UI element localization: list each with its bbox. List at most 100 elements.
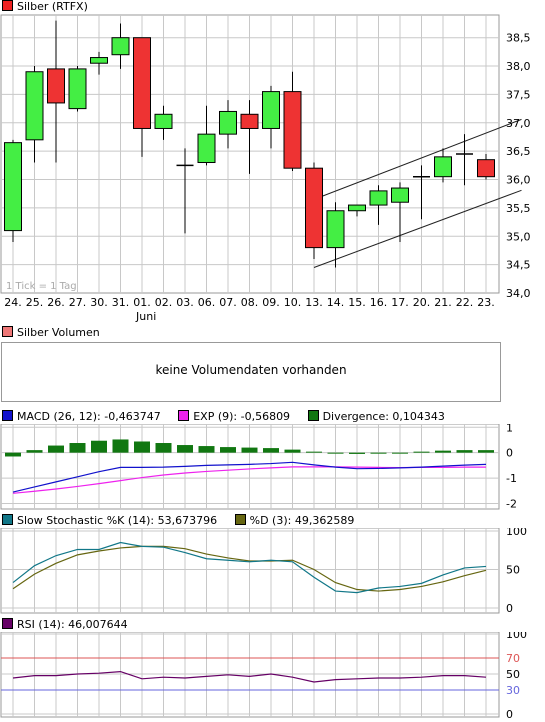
price-ytick-label: 34,5 [506,259,531,272]
trend-channel-upper [313,118,522,200]
rsi-swatch [2,618,13,629]
candle [369,185,388,225]
divergence-bar [284,449,301,453]
macd-line [12,461,487,493]
candle [348,204,366,217]
candle-body [240,113,259,129]
macd-legend: MACD (26, 12): -0,463747 EXP (9): -0,568… [2,410,459,424]
candle [4,139,22,242]
candle [240,100,259,174]
rsi-legend: RSI (14): 46,007644 [2,618,142,632]
divergence-bar [69,443,86,453]
candle-body [154,113,173,129]
candle [90,51,108,75]
price-ytick-label: 36,5 [506,145,531,158]
candle-body [111,37,130,56]
candle-body [305,167,323,249]
price-xtick-label: 10. [284,296,302,309]
candle-body [90,57,108,64]
price-xtick-label: 16. [370,296,388,309]
divergence-legend-item: Divergence: 0,104343 [307,410,445,424]
stoch-chart: 100 50 0 [0,528,527,614]
price-title: Silber (RTFX) [17,0,88,13]
macd-label: MACD (26, 12): -0,463747 [17,410,161,423]
candle [262,85,280,149]
price-xtick-label: 30. [90,296,108,309]
candle-body [434,156,452,178]
candle [47,20,65,163]
divergence-bar [241,447,258,453]
candle [283,71,302,172]
panel-ytick-label: 30 [506,684,520,697]
candle [111,23,130,69]
price-ytick-label: 36,0 [506,174,531,187]
divergence-bar [112,439,129,453]
volume-title: Silber Volumen [17,326,100,339]
stoch-k-legend-item: Slow Stochastic %K (14): 53,673796 [2,514,217,528]
divergence-bar [478,450,494,453]
rsi-chart: 100 70 50 30 0 [0,632,527,721]
divergence-bar [134,441,150,453]
price-xtick-label: 22. [456,296,474,309]
stoch-d-line [12,545,487,592]
divergence-label: Divergence: 0,104343 [322,410,445,423]
stoch-d-label: %D (3): 49,362589 [249,514,355,527]
candle-body [326,210,345,249]
exp-legend-item: EXP (9): -0,56809 [178,410,290,424]
price-xtick-label: 31. [112,296,130,309]
price-xtick-label: 02. [155,296,173,309]
panel-ytick-label: 50 [506,668,520,681]
price-xtick-label: 01. [133,296,151,309]
divergence-bar [456,450,473,453]
rsi-label: RSI (14): 46,007644 [17,618,128,631]
candle [197,105,216,166]
stoch-k-label: Slow Stochastic %K (14): 53,673796 [17,514,218,527]
candle-body [25,71,44,141]
price-xtick-label: 23. [477,296,495,309]
stoch-k-swatch [2,514,13,525]
volume-panel: keine Volumendaten vorhanden [1,342,501,402]
panel-ytick-label: -1 [506,472,517,485]
candle [219,100,237,149]
candle [391,182,409,242]
price-xtick-label: 03. [176,296,194,309]
divergence-bar [177,445,193,453]
candle-body [283,91,302,169]
price-xtick-label: 21. [434,296,452,309]
volume-legend: Silber Volumen [2,326,100,340]
candle [456,134,473,186]
stoch-k-line [12,541,487,594]
price-ytick-label: 37,5 [506,88,531,101]
price-xtick-label: 13. [305,296,323,309]
divergence-bar [370,452,387,454]
candle-body [262,91,280,129]
panel-ytick-label: 70 [506,652,520,665]
panel-ytick-label: 1 [506,424,513,434]
price-xtick-label: 17. [391,296,409,309]
divergence-bar [48,445,64,453]
candle [326,202,345,268]
volume-empty-message: keine Volumendaten vorhanden [155,363,347,377]
price-ytick-label: 35,5 [506,202,531,215]
candle-body [219,110,237,135]
candle-body [197,133,216,164]
rsi-legend-item: RSI (14): 46,007644 [2,618,128,632]
price-ytick-label: 34,0 [506,287,531,300]
exp-label: EXP (9): -0,56809 [193,410,291,423]
candle [305,162,323,259]
price-ytick-label: 38,0 [506,60,531,73]
volume-legend-swatch [2,326,13,337]
divergence-bar [392,452,408,454]
panel-ytick-label: 0 [506,602,513,614]
candle-body [369,190,388,206]
panel-ytick-label: 100 [506,528,527,538]
candle [25,66,44,163]
divergence-bar [413,451,430,453]
price-xtick-label: 25. [26,296,44,309]
price-ytick-label: 37,0 [506,117,531,130]
candle-body [477,159,495,178]
price-xtick-label: 27. [69,296,87,309]
price-ytick-label: 35,0 [506,230,531,243]
price-xtick-label: 07. [219,296,237,309]
exp-swatch [178,410,190,421]
